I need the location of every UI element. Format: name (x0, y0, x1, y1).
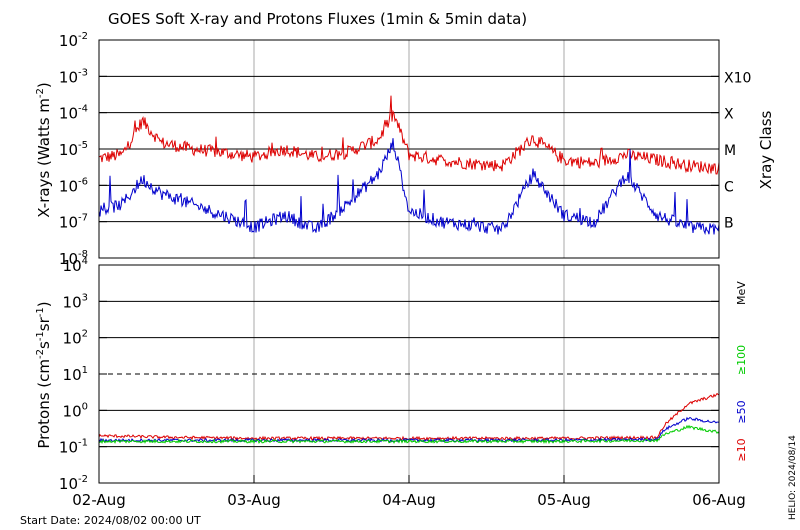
proton-unit-label: MeV (735, 281, 748, 305)
series-line-blue (98, 138, 720, 236)
xray-class-label: M (724, 143, 736, 159)
x-tick-label: 03-Aug (227, 491, 280, 509)
xray-class-label: X10 (724, 70, 751, 86)
x-tick-label: 02-Aug (72, 491, 125, 509)
y-tick-label: 10-3 (59, 67, 88, 86)
y-tick-label: 10-2 (59, 474, 88, 493)
x-tick-label: 04-Aug (382, 491, 435, 509)
legend-label: ≥100 (735, 345, 748, 375)
xray-class-label: X (724, 107, 734, 123)
start-date-label: Start Date: 2024/08/02 00:00 UT (20, 514, 201, 527)
series-line-red (98, 95, 720, 175)
y-tick-label: 10-7 (59, 213, 88, 232)
xray-class-label: C (724, 179, 734, 195)
y-tick-label: 10-5 (59, 140, 88, 159)
proton-y-axis-title: Protons (cm-2s-1sr-1) (35, 301, 53, 448)
y-tick-label: 101 (63, 365, 88, 384)
legend-label: ≥10 (735, 438, 748, 461)
y-tick-label: 10-1 (59, 438, 88, 457)
x-tick-label: 05-Aug (537, 491, 590, 509)
y-tick-label: 10-8 (59, 249, 88, 268)
xray-class-title: Xray Class (757, 110, 775, 189)
chart-title: GOES Soft X-ray and Protons Fluxes (1min… (108, 10, 527, 28)
helio-stamp: HELIO: 2024/08/14 (788, 435, 798, 520)
legend-label: ≥50 (735, 400, 748, 423)
y-tick-label: 102 (63, 329, 88, 348)
xray-class-label: B (724, 216, 734, 232)
y-tick-label: 10-2 (59, 31, 88, 50)
y-tick-label: 100 (63, 401, 88, 420)
y-tick-label: 103 (63, 292, 88, 311)
y-tick-label: 104 (63, 256, 88, 275)
proton-panel: 104 103 102 101 100 10-1 10-2 Protons (cm-2s-1… (35, 256, 748, 509)
series-line-green (98, 424, 720, 445)
y-tick-label: 10-4 (59, 104, 88, 123)
y-tick-label: 10-6 (59, 176, 88, 195)
x-tick-label: 06-Aug (692, 491, 745, 509)
xray-y-axis-title: X-rays (Watts m-2) (35, 82, 53, 217)
xray-panel: 10-2 10-3 10-4 10-5 10-6 10-7 10-8 X10 X M C B Xra… (35, 31, 775, 268)
